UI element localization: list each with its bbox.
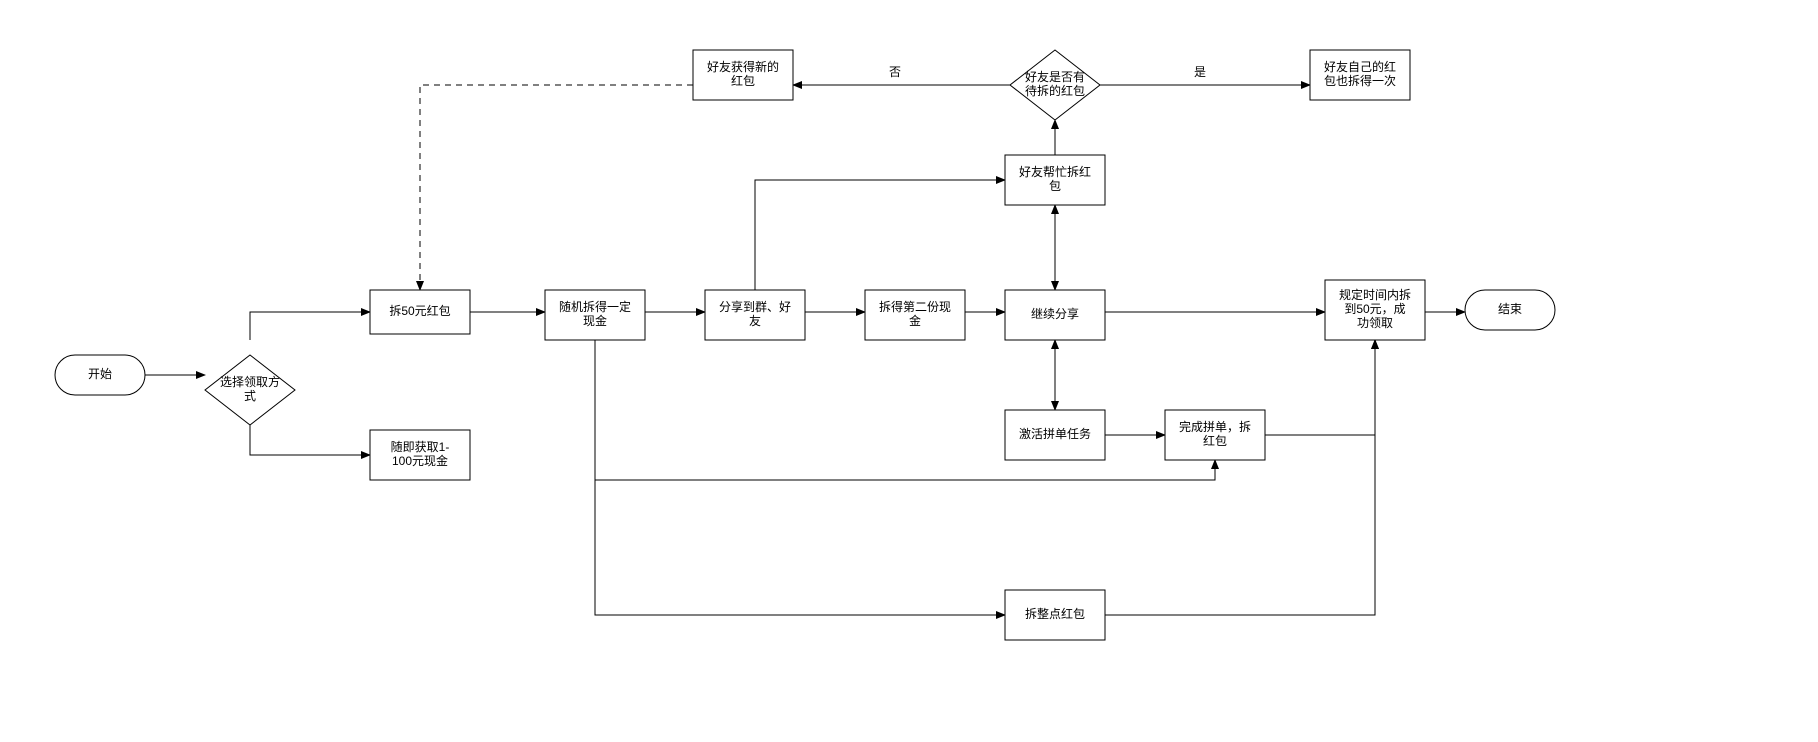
node-friendHas: 好友是否有待拆的红包	[1010, 50, 1100, 120]
node-start: 开始	[55, 355, 145, 395]
edge-openPoint-success	[1105, 340, 1375, 615]
edge-randomCash-openPoint	[595, 340, 1005, 615]
node-randomCash: 随机拆得一定现金	[545, 290, 645, 340]
node-friendHelp: 好友帮忙拆红包	[1005, 155, 1105, 205]
edge-randomCash-completePD	[595, 340, 1215, 480]
node-label-end: 结束	[1498, 302, 1522, 316]
node-get1_100: 随即获取1-100元现金	[370, 430, 470, 480]
node-secondCash: 拆得第二份现金	[865, 290, 965, 340]
node-label-activate: 激活拼单任务	[1019, 426, 1091, 441]
node-success: 规定时间内拆到50元，成功领取	[1325, 280, 1425, 340]
node-friendOwn: 好友自己的红包也拆得一次	[1310, 50, 1410, 100]
edge-label-friendHas-friendOwn: 是	[1194, 65, 1206, 79]
node-end: 结束	[1465, 290, 1555, 330]
node-label-get1_100: 随即获取1-100元现金	[391, 439, 450, 468]
edge-label-friendHas-friendNew: 否	[889, 65, 901, 79]
node-label-friendOwn: 好友自己的红包也拆得一次	[1324, 59, 1396, 88]
node-label-friendHas: 好友是否有待拆的红包	[1025, 70, 1085, 98]
node-continue: 继续分享	[1005, 290, 1105, 340]
node-label-open50: 拆50元红包	[389, 303, 450, 318]
flowchart-canvas: 否 是开始 选择领取方式 拆50元红包随即获取1-100元现金 随机拆得一定现金 分享到群…	[0, 0, 1818, 742]
edge-friendNew-open50	[420, 85, 693, 290]
node-friendNew: 好友获得新的红包	[693, 50, 793, 100]
edge-choose-open50	[250, 312, 370, 340]
node-label-openPoint: 拆整点红包	[1025, 606, 1085, 621]
node-activate: 激活拼单任务	[1005, 410, 1105, 460]
edge-completePD-success	[1265, 340, 1375, 435]
edge-share-friendHelp	[755, 180, 1005, 290]
node-completePD: 完成拼单，拆红包	[1165, 410, 1265, 460]
node-label-continue: 继续分享	[1031, 306, 1079, 321]
node-label-start: 开始	[88, 367, 112, 381]
node-openPoint: 拆整点红包	[1005, 590, 1105, 640]
edge-choose-get1_100	[250, 410, 370, 455]
node-choose: 选择领取方式	[205, 355, 295, 425]
node-open50: 拆50元红包	[370, 290, 470, 334]
node-share: 分享到群、好友	[705, 290, 805, 340]
